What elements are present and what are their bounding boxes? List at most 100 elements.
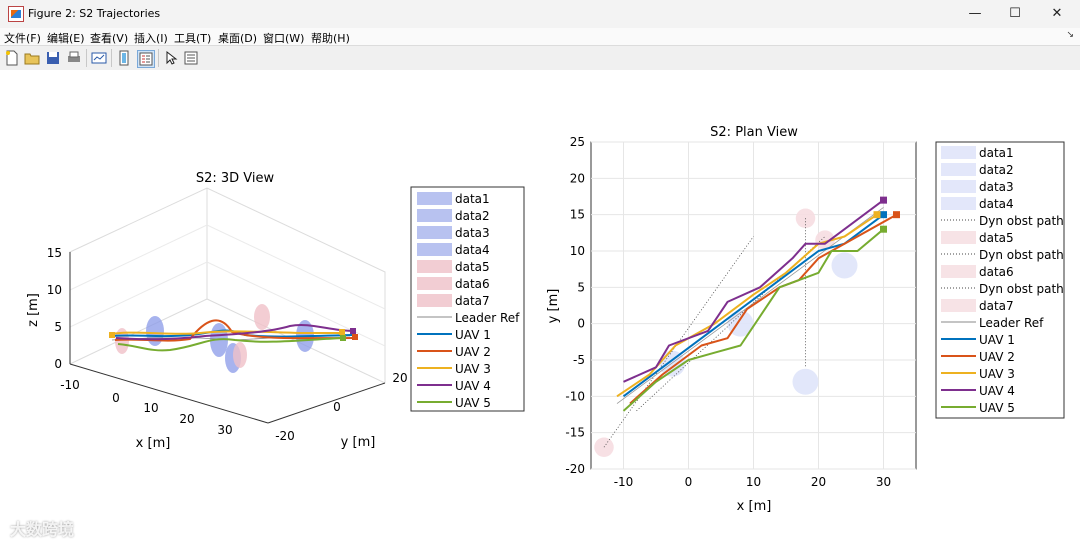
3d-uav3-start-marker [109,332,115,338]
plan-grid [591,141,916,470]
3d-uav3-trajectory [109,330,342,335]
3d-obstacle [233,342,247,368]
uav4-trajectory [623,199,885,383]
legend-swatch-data1 [941,146,976,159]
y-tick: 20 [570,171,585,185]
menu-file[interactable]: 文件(F) [4,32,41,45]
menu-bar: 文件(F) 编辑(E) 查看(V) 插入(I) 工具(T) 桌面(D) 窗口(W… [0,28,1080,45]
3d-box-back-floor-1 [69,298,208,365]
legend-icon[interactable] [137,50,155,68]
legend-swatch-data7 [941,299,976,312]
legend-plan[interactable]: data1 data2 data3 data4 Dyn obst path da… [935,141,1065,419]
x-tick: 20 [811,475,826,489]
minimize-button[interactable]: — [968,6,982,21]
legend-entry: UAV 1 [979,333,1015,347]
menu-edit[interactable]: 编辑(E) [47,32,85,45]
x-tick: 0 [112,391,120,405]
close-button[interactable]: ✕ [1051,6,1063,21]
legend-swatch-data5 [941,231,976,244]
plan-ticks: -10 0 10 20 30 -20 -15 -10 -5 0 5 10 15 20 25 [565,135,891,489]
legend-entry: UAV 5 [979,401,1015,415]
uav5-end-marker [880,225,887,233]
3d-uav4-trajectory [115,324,355,341]
plan-obstacles [594,208,858,457]
x-tick: 20 [179,412,194,426]
legend-entry: data2 [979,163,1014,177]
legend-swatch-data6 [417,277,452,290]
dock-arrow-icon[interactable]: ↘ [1066,30,1074,40]
figure-svg: S2: 3D View 0 5 10 15 z [m] -10 0 10 20 … [26,125,1065,514]
z-tick: 5 [54,320,62,334]
x-tick: 0 [685,475,693,489]
legend-swatch-data4 [941,197,976,210]
x-axis-label: x [m] [136,436,171,451]
x-tick: 30 [876,475,891,489]
legend-entry: data7 [455,294,490,308]
plan-x-axis-label: x [m] [737,499,772,514]
3d-obstacle [254,304,270,330]
dynamic-obstacle-data7 [815,230,835,250]
print-icon[interactable] [66,50,82,66]
menu-window[interactable]: 窗口(W) [263,32,305,45]
3d-title: S2: 3D View [196,171,275,186]
z-tick: 0 [54,357,62,371]
3d-uav2-end-marker [352,334,358,340]
legend-swatch-data3 [941,180,976,193]
toolbar-separator [86,49,87,67]
x-tick: 30 [217,423,232,437]
axes-3d[interactable]: S2: 3D View 0 5 10 15 z [m] -10 0 10 20 … [26,171,408,451]
new-figure-icon[interactable] [4,50,20,66]
x-tick: 10 [746,475,761,489]
legend-entry: data5 [979,231,1014,245]
legend-3d[interactable]: data1 data2 data3 data4 data5 data6 data… [410,186,525,412]
menu-desktop[interactable]: 桌面(D) [218,32,258,45]
axes-plan[interactable]: -10 0 10 20 30 -20 -15 -10 -5 0 5 10 15 20 25 S2: Plan… [546,125,917,514]
y-tick: 0 [333,400,341,414]
plan-series [616,196,900,412]
menu-view[interactable]: 查看(V) [90,32,129,45]
legend-entry: data2 [455,209,490,223]
toolbar-separator [158,49,159,67]
legend-swatch-data2 [941,163,976,176]
legend-entry: UAV 1 [455,328,491,342]
static-obstacle-data3 [831,252,858,279]
y-tick: 10 [570,244,585,258]
menu-tools[interactable]: 工具(T) [174,32,212,45]
colorbar-icon[interactable] [116,50,132,66]
legend-entry: UAV 4 [979,384,1015,398]
legend-swatch-data1 [417,192,452,205]
save-icon[interactable] [45,50,61,66]
watermark: 大数跨境 [10,520,75,539]
property-inspector-icon[interactable] [183,50,199,66]
legend-swatch-data7 [417,294,452,307]
link-plot-icon[interactable] [91,50,107,66]
x-tick: 10 [143,401,158,415]
legend-entry: UAV 2 [455,345,491,359]
uav5-trajectory [622,228,885,412]
legend-entry: data3 [455,226,490,240]
window-title: Figure 2: S2 Trajectories [28,7,161,20]
legend-entry: UAV 3 [979,367,1015,381]
legend-swatch-data3 [417,226,452,239]
legend-entry: Leader Ref [455,311,520,325]
y-tick: -20 [565,462,585,476]
matlab-icon [8,6,24,22]
legend-swatch-data2 [417,209,452,222]
y-tick: 25 [570,135,585,149]
y-tick: -15 [565,426,585,440]
pointer-icon[interactable] [163,50,179,66]
uav1-end-marker [880,211,887,219]
menu-insert[interactable]: 插入(I) [134,32,168,45]
plan-y-axis-label: y [m] [546,289,561,324]
plan-title: S2: Plan View [710,125,798,140]
y-axis-label: y [m] [341,435,376,450]
dyn-obstacle-path [636,236,826,412]
legend-entry: Dyn obst path [979,282,1064,296]
menu-help[interactable]: 帮助(H) [311,32,350,45]
uav4-end-marker [880,196,887,204]
open-icon[interactable] [24,50,40,66]
legend-entry: UAV 4 [455,379,491,393]
y-axis-line [267,382,386,424]
maximize-button[interactable]: ☐ [1009,6,1021,21]
legend-swatch-data4 [417,243,452,256]
